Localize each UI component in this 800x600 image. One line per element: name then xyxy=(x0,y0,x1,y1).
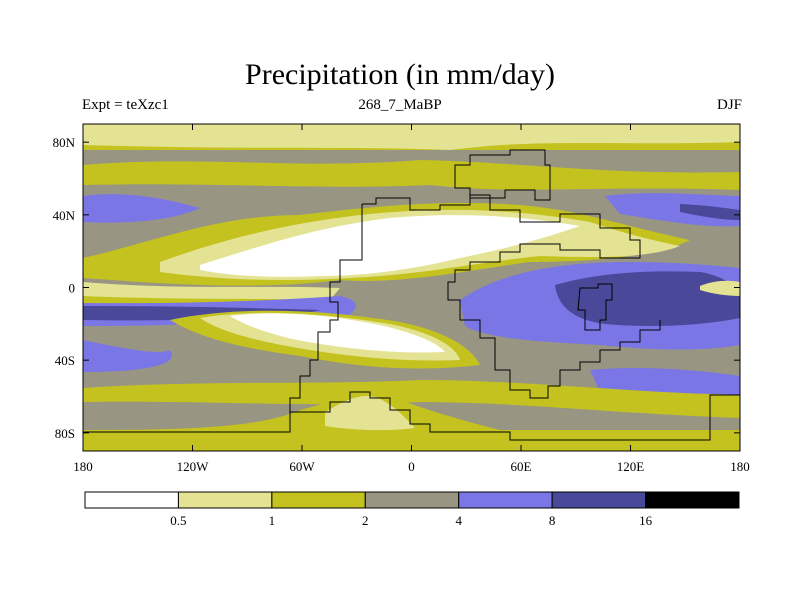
y-tick-label: 80N xyxy=(53,135,76,150)
colorbar-label: 4 xyxy=(455,513,462,528)
north-east-blue xyxy=(605,193,740,227)
y-tick-label: 80S xyxy=(55,426,75,441)
colorbar-swatch xyxy=(551,491,647,509)
east-edge-light xyxy=(700,280,740,296)
y-tick-label: 40S xyxy=(55,353,75,368)
season-label: DJF xyxy=(716,97,742,113)
colorbar-swatch xyxy=(177,491,273,509)
north-dry-white xyxy=(200,215,580,277)
coastline-west xyxy=(289,204,363,412)
colorbar-label: 0.5 xyxy=(170,513,186,528)
y-tick-label: 0 xyxy=(69,281,76,296)
colorbar-swatch xyxy=(271,491,366,509)
y-tick-label: 40N xyxy=(53,208,76,223)
x-tick-label: 180 xyxy=(73,459,93,474)
coastline-north xyxy=(454,149,551,201)
equator-light xyxy=(83,282,340,302)
precipitation-field xyxy=(83,124,740,451)
antarctic-light xyxy=(325,395,415,431)
x-axis: 180 120W 60W 0 60E 120E 180 xyxy=(73,124,750,474)
equator-darkblue-west xyxy=(83,306,320,321)
colorbar-label: 2 xyxy=(362,513,369,528)
colorbar: 0.5 1 2 4 8 16 xyxy=(84,491,740,528)
colorbar-label: 1 xyxy=(269,513,276,528)
coastlines xyxy=(83,149,740,441)
coastline-island xyxy=(577,283,613,331)
coastline-east xyxy=(362,194,661,399)
coastline-antarctica xyxy=(290,391,740,441)
colorbar-label: 16 xyxy=(639,513,653,528)
north-polar-light xyxy=(83,124,740,150)
experiment-label: Expt = teXzc1 xyxy=(82,97,169,113)
coastline-south-edge xyxy=(83,412,291,433)
south-east-blue xyxy=(590,367,740,395)
colorbar-swatch xyxy=(458,491,553,509)
x-tick-label: 0 xyxy=(408,459,415,474)
x-tick-label: 60E xyxy=(511,459,532,474)
x-tick-label: 180 xyxy=(730,459,750,474)
y-axis: 80N 40N 0 40S 80S xyxy=(53,135,740,441)
plot-title: Precipitation (in mm/day) xyxy=(245,58,555,91)
colorbar-swatch xyxy=(645,491,740,509)
colorbar-label: 8 xyxy=(549,513,556,528)
north-pacific-blue xyxy=(83,194,200,223)
x-tick-label: 120W xyxy=(177,459,210,474)
south-west-blue xyxy=(83,340,172,372)
east-equator-darkblue xyxy=(555,271,740,326)
period-label: 268_7_MaBP xyxy=(358,97,442,113)
x-tick-label: 120E xyxy=(617,459,645,474)
x-tick-label: 60W xyxy=(289,459,315,474)
south-yellow-band xyxy=(83,380,740,418)
antarctic-yellow xyxy=(83,392,740,440)
north-yellow-band xyxy=(83,160,740,190)
south-dry-white xyxy=(230,313,445,353)
colorbar-swatch xyxy=(84,491,179,509)
north-east-darkblue xyxy=(680,204,740,220)
colorbar-swatch xyxy=(364,491,460,509)
